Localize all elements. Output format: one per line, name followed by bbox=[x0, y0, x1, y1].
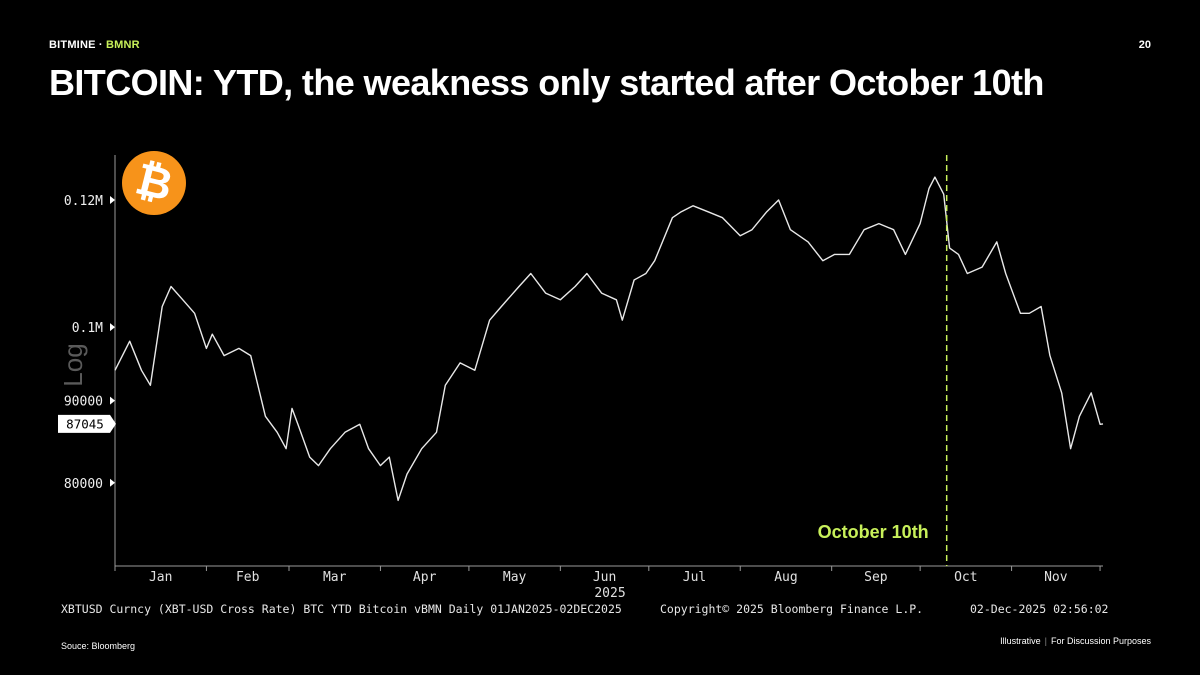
x-tick-label: Jan bbox=[149, 570, 172, 585]
y-tick-marker bbox=[110, 196, 115, 205]
y-axis-label: Log bbox=[58, 343, 88, 386]
x-tick-label: Aug bbox=[774, 570, 797, 585]
y-tick-label: 90000 bbox=[64, 395, 103, 410]
y-tick-label: 0.1M bbox=[72, 321, 103, 336]
x-tick-label: Feb bbox=[236, 570, 260, 585]
brand-label: BITMINE · BMNR bbox=[49, 39, 140, 51]
x-tick-label: Jun bbox=[593, 570, 616, 585]
y-tick-marker bbox=[110, 478, 115, 487]
bitcoin-logo-icon: ₿ bbox=[122, 151, 186, 215]
x-tick-label: May bbox=[503, 570, 527, 585]
x-tick-label: Mar bbox=[323, 570, 347, 585]
chart-timestamp: 02-Dec-2025 02:56:02 bbox=[970, 602, 1109, 616]
chart-description: XBTUSD Curncy (XBT-USD Cross Rate) BTC Y… bbox=[61, 602, 622, 616]
price-line bbox=[114, 176, 1104, 502]
brand-separator: · bbox=[98, 39, 103, 51]
y-tick-marker bbox=[110, 323, 115, 332]
y-tick-marker bbox=[110, 396, 115, 405]
disclaimer-illustrative: Illustrative bbox=[1000, 636, 1041, 646]
x-tick-label: Nov bbox=[1044, 570, 1068, 585]
last-value-badge bbox=[58, 414, 116, 433]
x-tick-label: Apr bbox=[413, 570, 437, 585]
y-tick-label: 0.12M bbox=[64, 194, 103, 209]
disclaimer-purpose: For Discussion Purposes bbox=[1050, 636, 1151, 646]
october-10-label: October 10th bbox=[818, 522, 929, 542]
x-year-label: 2025 bbox=[594, 586, 625, 601]
disclaimer-separator: | bbox=[1044, 636, 1047, 646]
y-tick-label: 80000 bbox=[64, 477, 103, 492]
disclaimer: Illustrative | For Discussion Purposes bbox=[1000, 636, 1151, 646]
page-number: 20 bbox=[1138, 39, 1151, 51]
x-tick-label: Sep bbox=[864, 570, 888, 585]
chart-copyright: Copyright© 2025 Bloomberg Finance L.P. bbox=[660, 602, 924, 616]
slide-title: BITCOIN: YTD, the weakness only started … bbox=[49, 62, 1044, 103]
x-tick-label: Oct bbox=[954, 570, 977, 585]
source-note: Souce: Bloomberg bbox=[61, 641, 136, 651]
x-tick-label: Jul bbox=[683, 570, 706, 585]
brand-name: BITMINE bbox=[49, 39, 96, 51]
last-value-label: 87045 bbox=[66, 416, 104, 431]
brand-ticker: BMNR bbox=[106, 39, 140, 51]
